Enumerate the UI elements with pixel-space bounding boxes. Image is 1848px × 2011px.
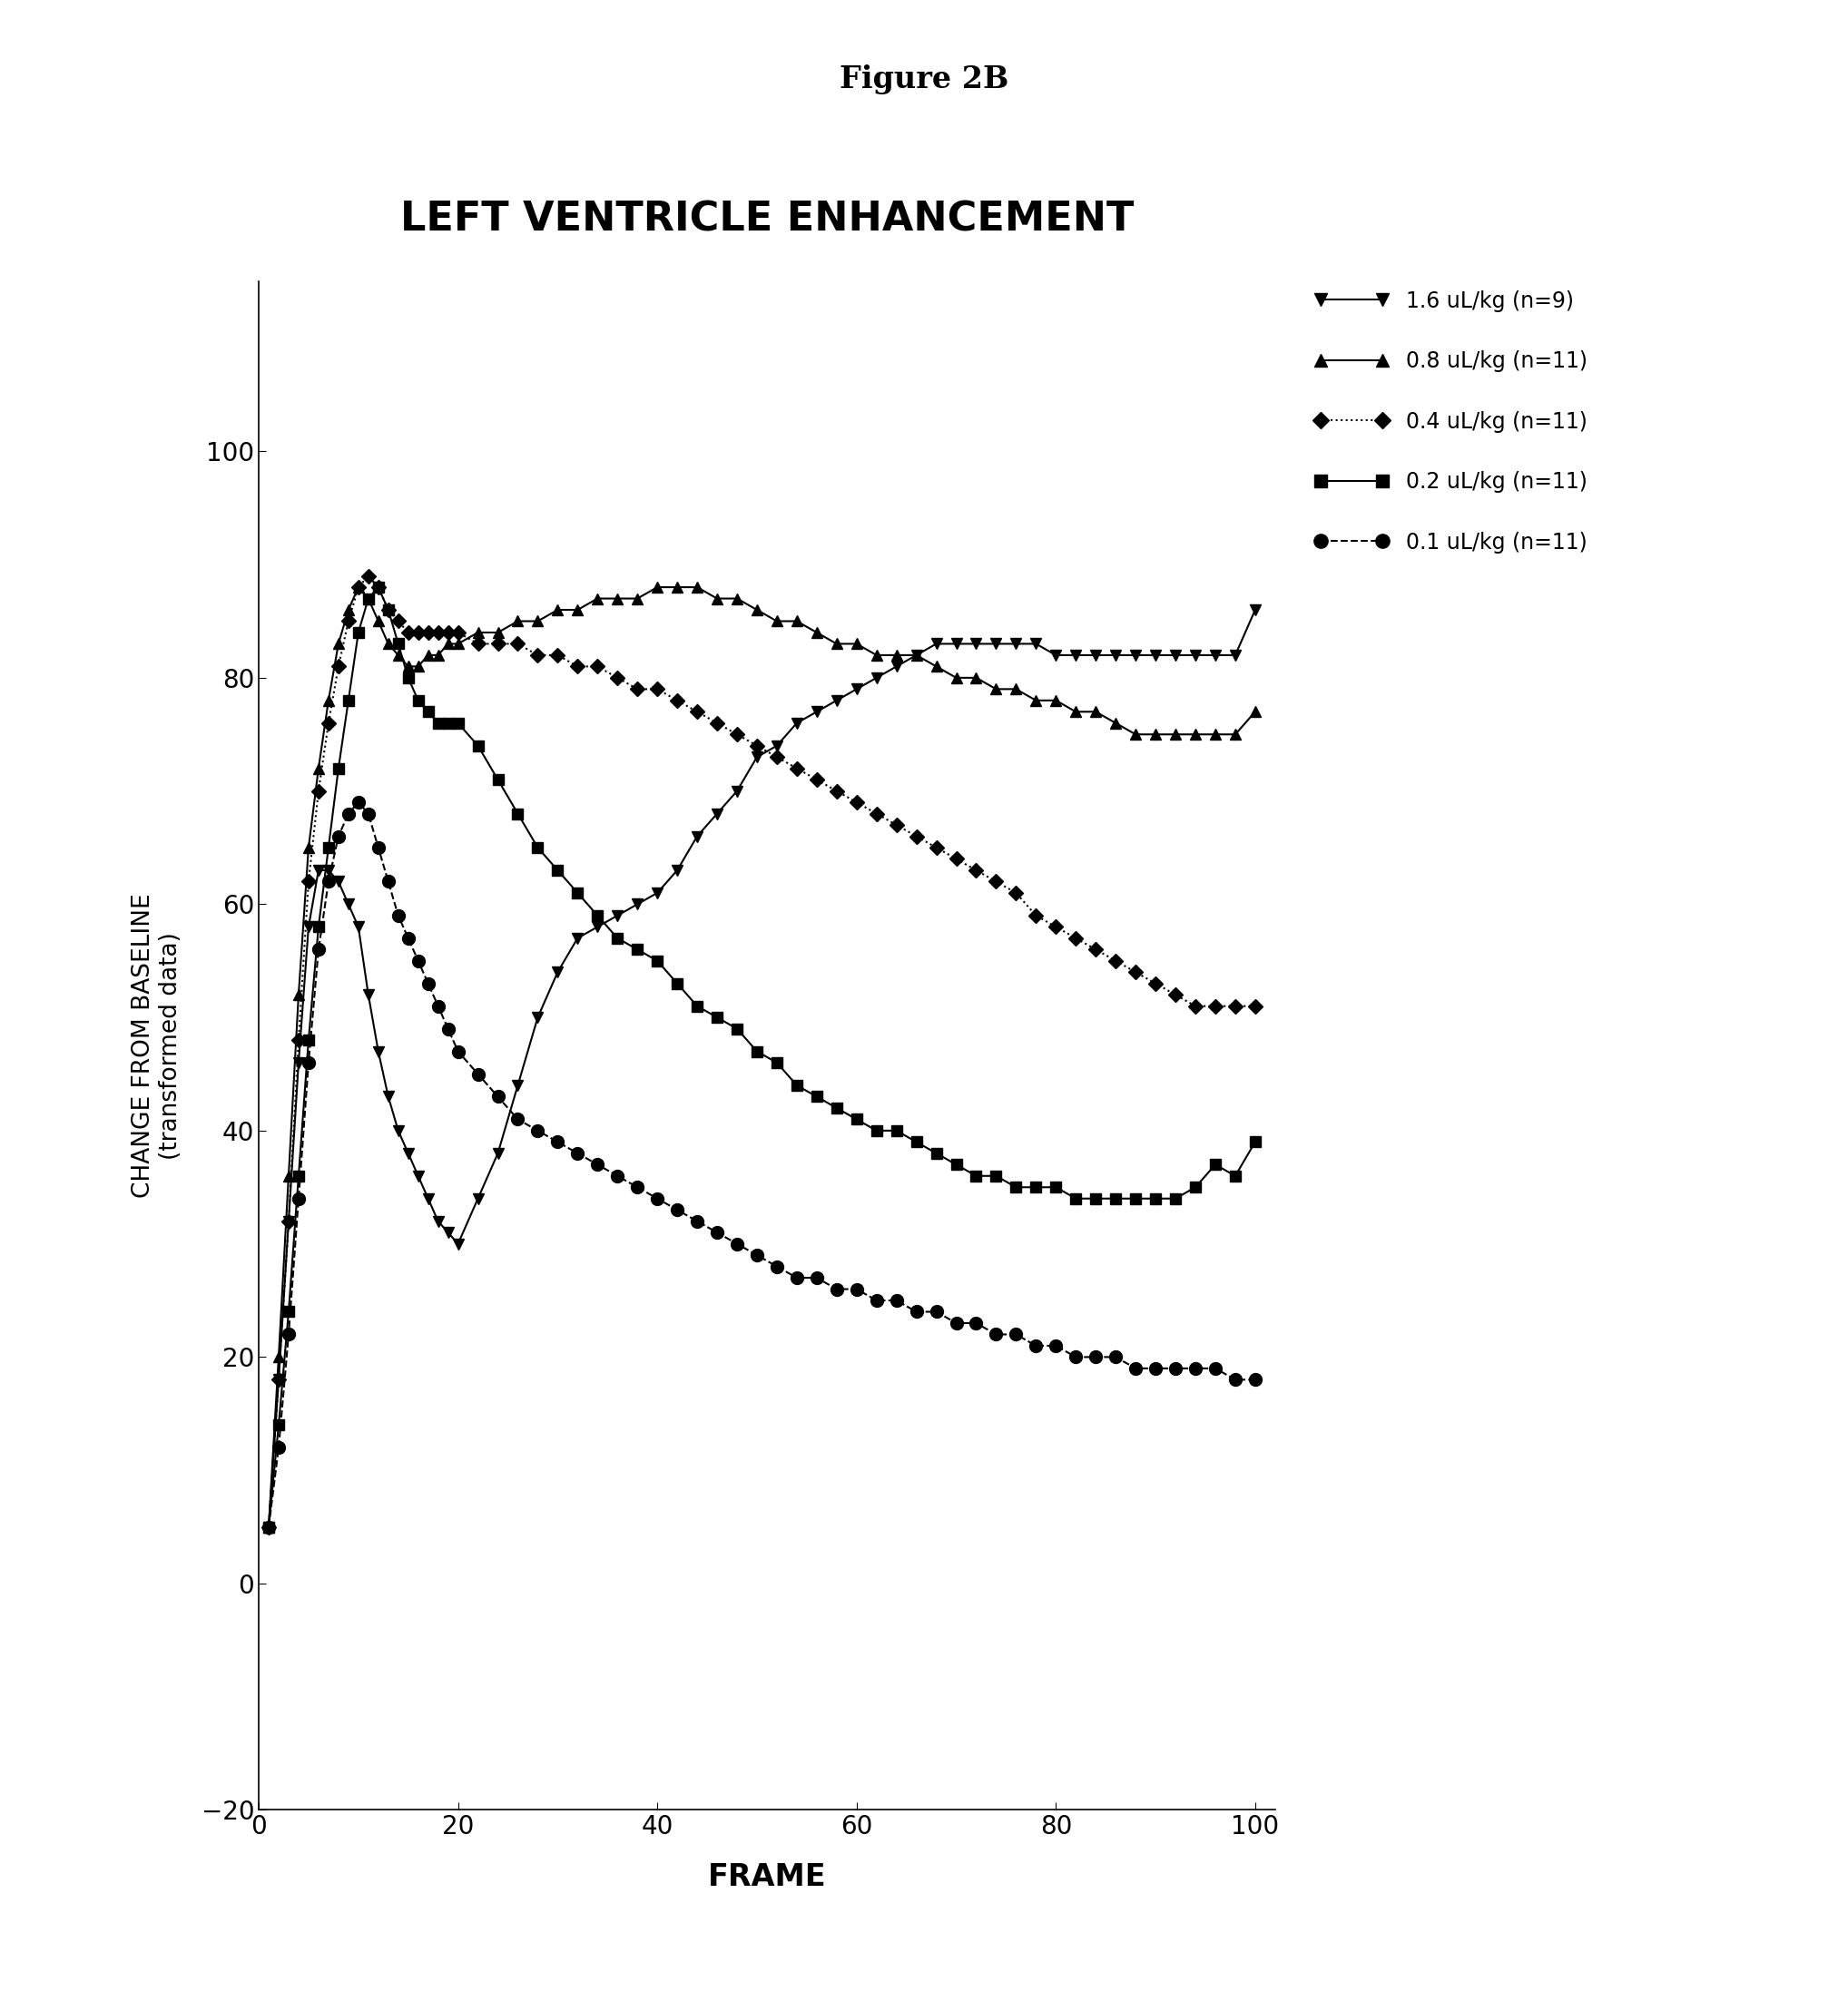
- Line: 0.2 uL/kg (n=11): 0.2 uL/kg (n=11): [262, 581, 1260, 1532]
- 0.2 uL/kg (n=11): [468, 734, 490, 758]
- 0.2 uL/kg (n=11): [486, 768, 508, 792]
- 0.1 uL/kg (n=11): [418, 971, 440, 995]
- 0.2 uL/kg (n=11): [357, 587, 379, 611]
- 0.1 uL/kg (n=11): [826, 1277, 848, 1301]
- 0.1 uL/kg (n=11): [257, 1514, 279, 1538]
- 0.2 uL/kg (n=11): [418, 700, 440, 724]
- 0.4 uL/kg (n=11): [468, 631, 490, 656]
- X-axis label: FRAME: FRAME: [708, 1862, 826, 1892]
- Line: 0.1 uL/kg (n=11): 0.1 uL/kg (n=11): [262, 796, 1262, 1532]
- 0.1 uL/kg (n=11): [468, 1062, 490, 1086]
- 0.1 uL/kg (n=11): [347, 790, 370, 814]
- 0.4 uL/kg (n=11): [368, 575, 390, 599]
- Text: Figure 2B: Figure 2B: [839, 64, 1009, 95]
- 0.4 uL/kg (n=11): [826, 778, 848, 802]
- Line: 0.4 uL/kg (n=11): 0.4 uL/kg (n=11): [264, 571, 1260, 1532]
- 1.6 uL/kg (n=9): [357, 983, 379, 1008]
- Line: 1.6 uL/kg (n=9): 1.6 uL/kg (n=9): [262, 603, 1260, 1532]
- 1.6 uL/kg (n=9): [806, 700, 828, 724]
- 0.2 uL/kg (n=11): [1244, 1130, 1266, 1154]
- 0.2 uL/kg (n=11): [436, 712, 458, 736]
- 0.8 uL/kg (n=11): [826, 631, 848, 656]
- 0.4 uL/kg (n=11): [436, 621, 458, 646]
- 0.2 uL/kg (n=11): [368, 575, 390, 599]
- 0.8 uL/kg (n=11): [436, 631, 458, 656]
- 0.1 uL/kg (n=11): [486, 1084, 508, 1108]
- 1.6 uL/kg (n=9): [468, 1186, 490, 1211]
- 0.8 uL/kg (n=11): [347, 575, 370, 599]
- 0.4 uL/kg (n=11): [257, 1514, 279, 1538]
- 0.8 uL/kg (n=11): [468, 621, 490, 646]
- Line: 0.8 uL/kg (n=11): 0.8 uL/kg (n=11): [262, 581, 1260, 1532]
- 0.1 uL/kg (n=11): [436, 1018, 458, 1042]
- 1.6 uL/kg (n=9): [407, 1164, 429, 1189]
- 0.4 uL/kg (n=11): [357, 563, 379, 587]
- 0.8 uL/kg (n=11): [418, 644, 440, 668]
- 0.1 uL/kg (n=11): [368, 835, 390, 859]
- 1.6 uL/kg (n=9): [447, 1233, 469, 1257]
- 0.8 uL/kg (n=11): [486, 621, 508, 646]
- 0.8 uL/kg (n=11): [1244, 700, 1266, 724]
- Y-axis label: CHANGE FROM BASELINE
(transformed data): CHANGE FROM BASELINE (transformed data): [131, 893, 183, 1199]
- 0.2 uL/kg (n=11): [826, 1096, 848, 1120]
- 1.6 uL/kg (n=9): [257, 1514, 279, 1538]
- 0.4 uL/kg (n=11): [418, 621, 440, 646]
- 0.2 uL/kg (n=11): [257, 1514, 279, 1538]
- 0.4 uL/kg (n=11): [1244, 993, 1266, 1018]
- Legend: 1.6 uL/kg (n=9), 0.8 uL/kg (n=11), 0.4 uL/kg (n=11), 0.2 uL/kg (n=11), 0.1 uL/kg: 1.6 uL/kg (n=9), 0.8 uL/kg (n=11), 0.4 u…: [1305, 282, 1597, 561]
- 0.8 uL/kg (n=11): [368, 609, 390, 633]
- 0.4 uL/kg (n=11): [486, 631, 508, 656]
- 1.6 uL/kg (n=9): [1244, 597, 1266, 621]
- 0.1 uL/kg (n=11): [1244, 1367, 1266, 1392]
- Title: LEFT VENTRICLE ENHANCEMENT: LEFT VENTRICLE ENHANCEMENT: [399, 201, 1135, 239]
- 1.6 uL/kg (n=9): [427, 1209, 449, 1233]
- 0.8 uL/kg (n=11): [257, 1514, 279, 1538]
